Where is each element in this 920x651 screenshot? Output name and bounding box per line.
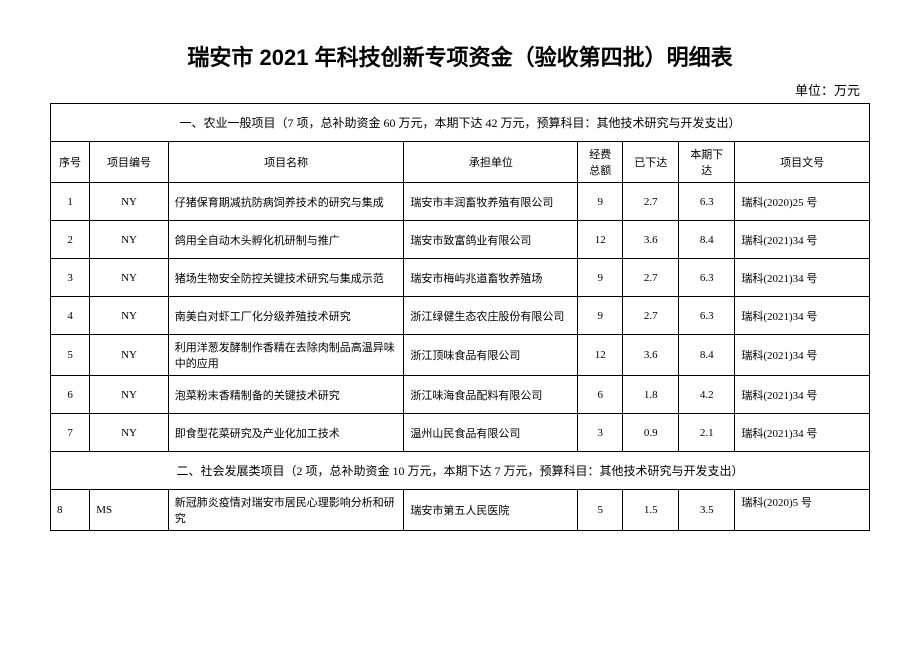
cell-paid: 2.7 [623,259,679,297]
cell-paid: 3.6 [623,335,679,376]
cell-this: 3.5 [679,490,735,531]
cell-seq: 3 [51,259,90,297]
th-this: 本期下达 [679,142,735,183]
page-title: 瑞安市 2021 年科技创新专项资金（验收第四批）明细表 [50,40,870,72]
th-org: 承担单位 [404,142,578,183]
cell-name: 鸽用全自动木头孵化机研制与推广 [168,221,404,259]
cell-total: 9 [578,183,623,221]
cell-seq: 2 [51,221,90,259]
cell-org: 浙江味海食品配料有限公司 [404,376,578,414]
cell-doc: 瑞科(2021)34 号 [735,335,870,376]
cell-name: 南美白对虾工厂化分级养殖技术研究 [168,297,404,335]
cell-doc: 瑞科(2021)34 号 [735,259,870,297]
cell-name: 即食型花菜研究及产业化加工技术 [168,414,404,452]
cell-total: 5 [578,490,623,531]
table-row: 7 NY 即食型花菜研究及产业化加工技术 温州山民食品有限公司 3 0.9 2.… [51,414,870,452]
cell-code: NY [90,297,169,335]
cell-doc: 瑞科(2020)25 号 [735,183,870,221]
cell-name: 利用洋葱发酵制作香精在去除肉制品高温异味中的应用 [168,335,404,376]
th-seq: 序号 [51,142,90,183]
cell-name: 猪场生物安全防控关键技术研究与集成示范 [168,259,404,297]
section1-header: 一、农业一般项目（7 项，总补助资金 60 万元，本期下达 42 万元，预算科目… [51,104,870,142]
section1-title: 一、农业一般项目（7 项，总补助资金 60 万元，本期下达 42 万元，预算科目… [51,104,870,142]
table-row: 5 NY 利用洋葱发酵制作香精在去除肉制品高温异味中的应用 浙江顶味食品有限公司… [51,335,870,376]
cell-org: 温州山民食品有限公司 [404,414,578,452]
cell-code: NY [90,376,169,414]
th-total: 经费总额 [578,142,623,183]
cell-this: 6.3 [679,259,735,297]
th-code: 项目编号 [90,142,169,183]
cell-doc: 瑞科(2020)5 号 [735,490,870,531]
cell-seq: 4 [51,297,90,335]
cell-paid: 2.7 [623,297,679,335]
cell-doc: 瑞科(2021)34 号 [735,221,870,259]
cell-org: 瑞安市梅屿兆道畜牧养殖场 [404,259,578,297]
cell-org: 瑞安市第五人民医院 [404,490,578,531]
th-paid: 已下达 [623,142,679,183]
cell-doc: 瑞科(2021)34 号 [735,376,870,414]
cell-paid: 1.5 [623,490,679,531]
cell-paid: 1.8 [623,376,679,414]
cell-code: NY [90,221,169,259]
cell-org: 瑞安市致富鸽业有限公司 [404,221,578,259]
cell-this: 8.4 [679,335,735,376]
cell-seq: 6 [51,376,90,414]
cell-total: 3 [578,414,623,452]
cell-total: 12 [578,335,623,376]
cell-seq: 8 [51,490,90,531]
cell-seq: 7 [51,414,90,452]
cell-seq: 1 [51,183,90,221]
cell-code: NY [90,259,169,297]
th-name: 项目名称 [168,142,404,183]
cell-total: 9 [578,259,623,297]
table-row: 6 NY 泡菜粉末香精制备的关键技术研究 浙江味海食品配料有限公司 6 1.8 … [51,376,870,414]
cell-code: NY [90,335,169,376]
cell-name: 新冠肺炎疫情对瑞安市居民心理影响分析和研究 [168,490,404,531]
table-row: 1 NY 仔猪保育期减抗防病饲养技术的研究与集成 瑞安市丰润畜牧养殖有限公司 9… [51,183,870,221]
table-row: 3 NY 猪场生物安全防控关键技术研究与集成示范 瑞安市梅屿兆道畜牧养殖场 9 … [51,259,870,297]
cell-org: 浙江顶味食品有限公司 [404,335,578,376]
cell-doc: 瑞科(2021)34 号 [735,414,870,452]
section2-title: 二、社会发展类项目（2 项，总补助资金 10 万元，本期下达 7 万元，预算科目… [51,452,870,490]
cell-org: 瑞安市丰润畜牧养殖有限公司 [404,183,578,221]
cell-total: 9 [578,297,623,335]
cell-this: 2.1 [679,414,735,452]
table-row: 4 NY 南美白对虾工厂化分级养殖技术研究 浙江绿健生态农庄股份有限公司 9 2… [51,297,870,335]
table-row: 8 MS 新冠肺炎疫情对瑞安市居民心理影响分析和研究 瑞安市第五人民医院 5 1… [51,490,870,531]
th-doc: 项目文号 [735,142,870,183]
cell-name: 泡菜粉末香精制备的关键技术研究 [168,376,404,414]
cell-name: 仔猪保育期减抗防病饲养技术的研究与集成 [168,183,404,221]
cell-code: NY [90,183,169,221]
cell-this: 8.4 [679,221,735,259]
cell-total: 12 [578,221,623,259]
section2-header: 二、社会发展类项目（2 项，总补助资金 10 万元，本期下达 7 万元，预算科目… [51,452,870,490]
cell-paid: 0.9 [623,414,679,452]
cell-doc: 瑞科(2021)34 号 [735,297,870,335]
unit-label: 单位：万元 [50,80,870,99]
table-header-row: 序号 项目编号 项目名称 承担单位 经费总额 已下达 本期下达 项目文号 [51,142,870,183]
cell-code: MS [90,490,169,531]
cell-paid: 3.6 [623,221,679,259]
cell-code: NY [90,414,169,452]
cell-org: 浙江绿健生态农庄股份有限公司 [404,297,578,335]
cell-total: 6 [578,376,623,414]
table-row: 2 NY 鸽用全自动木头孵化机研制与推广 瑞安市致富鸽业有限公司 12 3.6 … [51,221,870,259]
detail-table: 一、农业一般项目（7 项，总补助资金 60 万元，本期下达 42 万元，预算科目… [50,103,870,531]
cell-this: 4.2 [679,376,735,414]
cell-paid: 2.7 [623,183,679,221]
cell-this: 6.3 [679,297,735,335]
cell-seq: 5 [51,335,90,376]
cell-this: 6.3 [679,183,735,221]
